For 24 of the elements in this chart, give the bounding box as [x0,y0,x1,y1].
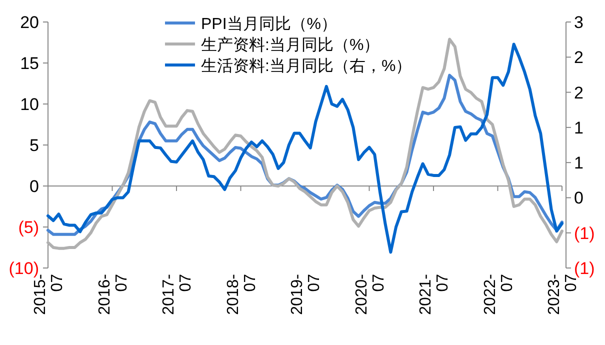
y-tick-label: 5 [30,136,39,155]
y2-tick-label: 0 [574,188,584,208]
x-tick-label: 2020-07 [353,274,388,315]
y-tick-label: 0 [30,177,39,196]
legend-label: 生产资料:当月同比（%） [201,36,380,54]
y-tick-label: 20 [20,13,39,32]
x-tick-label: 2016-07 [96,274,130,315]
x-tick-label: 2018-07 [224,274,259,315]
x-tick-label: 2021-07 [418,274,452,315]
y2-tick-label: 1 [574,118,584,138]
x-tick-label: 2017-07 [160,274,194,315]
legend-label: 生活资料:当月同比（右，%） [201,57,412,75]
legend-label: PPI当月同比（%） [201,15,338,33]
y2-tick-label: (1) [574,259,595,278]
y2-tick-label: (1) [574,224,595,243]
y2-tick-label: 2 [574,48,584,68]
x-tick-label: 2019-07 [289,274,323,315]
y2-tick-label: 3 [574,13,584,32]
y2-tick-label: 1 [574,154,584,173]
y2-tick-label: 2 [574,83,584,102]
y-tick-label: 10 [20,95,39,114]
x-tick-label: 2022-07 [482,274,516,315]
y-tick-label: (5) [18,218,39,237]
y-tick-label: 15 [20,54,39,73]
